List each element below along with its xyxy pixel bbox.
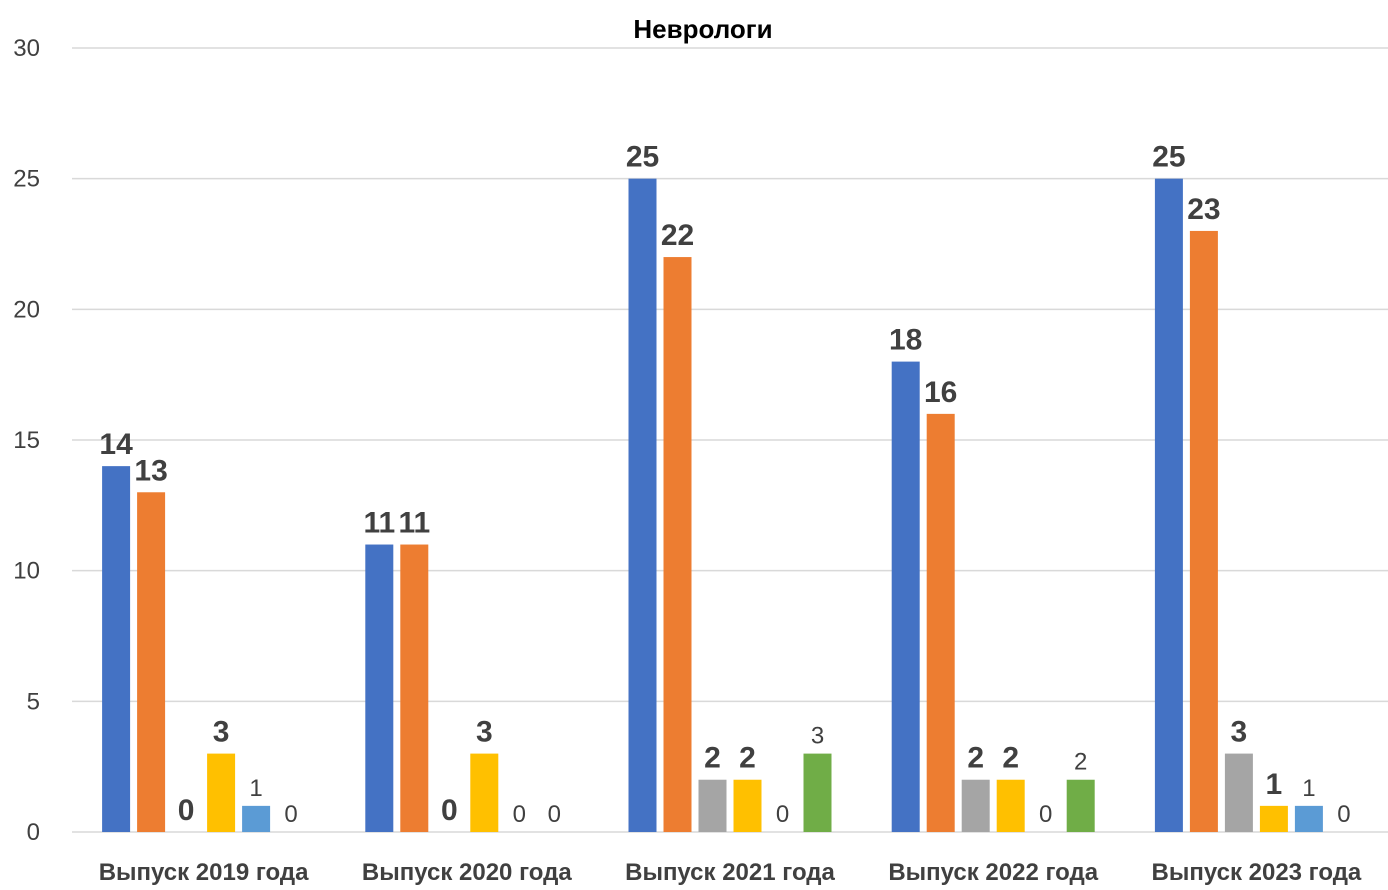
bar xyxy=(1066,779,1095,832)
bar xyxy=(400,544,429,832)
chart-title: Неврологи xyxy=(633,14,772,44)
data-label: 0 xyxy=(548,801,561,828)
x-category-label: Выпуск 2022 года xyxy=(888,859,1098,886)
data-label: 2 xyxy=(967,742,984,775)
bar xyxy=(663,257,692,833)
data-label: 3 xyxy=(1231,716,1248,749)
data-label: 0 xyxy=(513,801,526,828)
data-label: 3 xyxy=(811,723,824,750)
gridlines xyxy=(72,47,1388,833)
bar xyxy=(733,779,762,832)
data-label: 0 xyxy=(441,794,458,827)
bars xyxy=(102,178,1323,833)
data-label: 11 xyxy=(363,507,395,540)
x-category-label: Выпуск 2019 года xyxy=(99,859,309,886)
data-label: 23 xyxy=(1187,193,1220,226)
y-tick-label: 25 xyxy=(13,166,40,193)
data-label: 25 xyxy=(1152,141,1185,174)
bar xyxy=(926,413,955,832)
data-label: 0 xyxy=(284,801,297,828)
bar xyxy=(1189,230,1218,832)
data-label: 22 xyxy=(661,219,694,252)
data-label: 3 xyxy=(213,716,230,749)
bar xyxy=(1224,753,1253,832)
y-tick-label: 5 xyxy=(27,688,40,715)
data-label: 13 xyxy=(134,454,167,487)
bar xyxy=(137,492,166,832)
data-label: 1 xyxy=(249,775,262,802)
bar xyxy=(803,753,832,832)
bar xyxy=(996,779,1025,832)
bar xyxy=(207,753,236,832)
x-axis-category-labels: Выпуск 2019 года Выпуск 2020 года Выпуск 2… xyxy=(99,859,1362,886)
data-label: 3 xyxy=(476,716,493,749)
y-axis-tick-labels: 0 5 10 15 20 25 30 xyxy=(13,35,40,846)
x-category-label: Выпуск 2020 года xyxy=(362,859,572,886)
bar xyxy=(242,805,271,832)
data-label: 18 xyxy=(889,324,922,357)
y-tick-label: 10 xyxy=(13,558,40,585)
data-label: 2 xyxy=(739,742,756,775)
x-category-label: Выпуск 2023 года xyxy=(1152,859,1362,886)
bar xyxy=(1259,805,1288,832)
bar xyxy=(470,753,499,832)
y-tick-label: 15 xyxy=(13,427,40,454)
bar xyxy=(1154,178,1183,832)
y-tick-label: 30 xyxy=(13,35,40,62)
data-label: 16 xyxy=(924,376,957,409)
y-tick-label: 0 xyxy=(27,819,40,846)
data-label: 2 xyxy=(704,742,721,775)
x-category-label: Выпуск 2021 года xyxy=(625,859,835,886)
bar xyxy=(628,178,657,832)
data-label: 14 xyxy=(99,428,133,461)
data-label: 1 xyxy=(1266,768,1283,801)
data-label: 25 xyxy=(626,141,659,174)
y-tick-label: 20 xyxy=(13,296,40,323)
bar xyxy=(1294,805,1323,832)
bar xyxy=(698,779,727,832)
bar xyxy=(365,544,394,832)
data-label: 0 xyxy=(1039,801,1052,828)
data-label: 0 xyxy=(1337,801,1350,828)
data-label: 2 xyxy=(1002,742,1019,775)
bar xyxy=(891,361,920,832)
data-label: 0 xyxy=(776,801,789,828)
data-label: 1 xyxy=(1302,775,1315,802)
bar xyxy=(961,779,990,832)
bar xyxy=(102,466,131,832)
data-label: 2 xyxy=(1074,749,1087,776)
data-label: 0 xyxy=(178,794,195,827)
data-label: 11 xyxy=(398,507,430,540)
